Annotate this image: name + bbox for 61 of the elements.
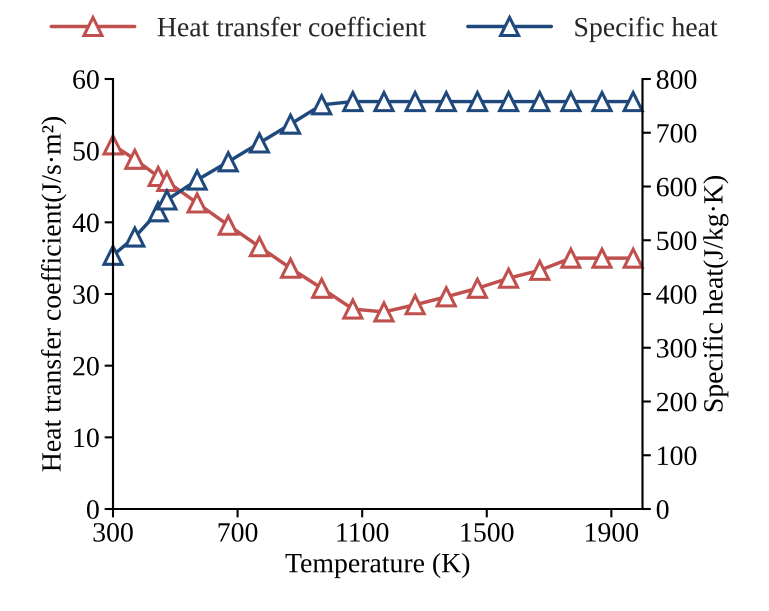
y2-tick-label: 600	[656, 178, 696, 196]
y-tick-label: 40	[72, 214, 99, 232]
point	[342, 298, 364, 320]
y2-tick-label: 400	[656, 285, 696, 304]
y-axis-title: Heat transfer coefficient(J/s·m²)	[41, 117, 66, 472]
x-tick-label: 1500	[461, 522, 514, 542]
point	[311, 94, 332, 116]
point	[218, 214, 239, 236]
point	[560, 91, 582, 112]
point	[124, 226, 146, 248]
y-tick-label: 60	[73, 70, 99, 89]
legend-label: Specific heat	[575, 16, 718, 42]
point	[156, 170, 178, 192]
x-tick-label: 1100	[337, 522, 388, 542]
point	[102, 134, 124, 156]
point	[186, 169, 208, 191]
point	[404, 91, 426, 112]
y2-tick-label: 0	[656, 500, 669, 519]
point	[186, 192, 208, 214]
x-axis-title: Temperature (K)	[286, 552, 470, 578]
y2-tick-label: 500	[657, 231, 696, 250]
point	[622, 248, 644, 269]
point	[373, 91, 395, 112]
x-tick-label: 1900	[586, 522, 638, 542]
point	[436, 91, 457, 112]
point	[280, 114, 302, 135]
point	[560, 248, 582, 269]
point	[622, 91, 644, 112]
point	[124, 148, 146, 170]
point	[529, 260, 550, 281]
point	[404, 294, 426, 316]
point	[342, 91, 364, 112]
y-tick-label: 50	[74, 142, 99, 161]
point	[156, 189, 178, 210]
y2-tick-label: 700	[658, 124, 696, 143]
point	[591, 91, 613, 112]
y-tick-label: 20	[73, 356, 99, 376]
point	[248, 132, 270, 154]
y2-tick-label: 800	[656, 70, 696, 89]
point	[466, 278, 488, 299]
point	[218, 151, 239, 172]
x-tick-label: 300	[93, 522, 133, 542]
point	[373, 301, 395, 322]
y2-tick-label: 100	[658, 446, 696, 466]
point	[466, 91, 488, 112]
point	[248, 236, 270, 258]
point	[529, 91, 550, 112]
x-tick-label: 700	[218, 522, 258, 542]
point	[591, 248, 613, 269]
point	[436, 286, 457, 308]
point	[311, 278, 332, 299]
y2-tick-label: 200	[656, 392, 696, 412]
point	[280, 258, 302, 279]
y2-axis-title: Specific heat(J/kg·K)	[702, 176, 728, 412]
y-tick-label: 30	[73, 285, 99, 304]
y-tick-label: 10	[74, 428, 99, 448]
y2-tick-label: 300	[657, 338, 696, 358]
point	[498, 91, 520, 112]
y-tick-label: 0	[86, 500, 99, 519]
legend-label: Heat transfer coefficient	[158, 16, 426, 36]
point	[498, 268, 520, 289]
